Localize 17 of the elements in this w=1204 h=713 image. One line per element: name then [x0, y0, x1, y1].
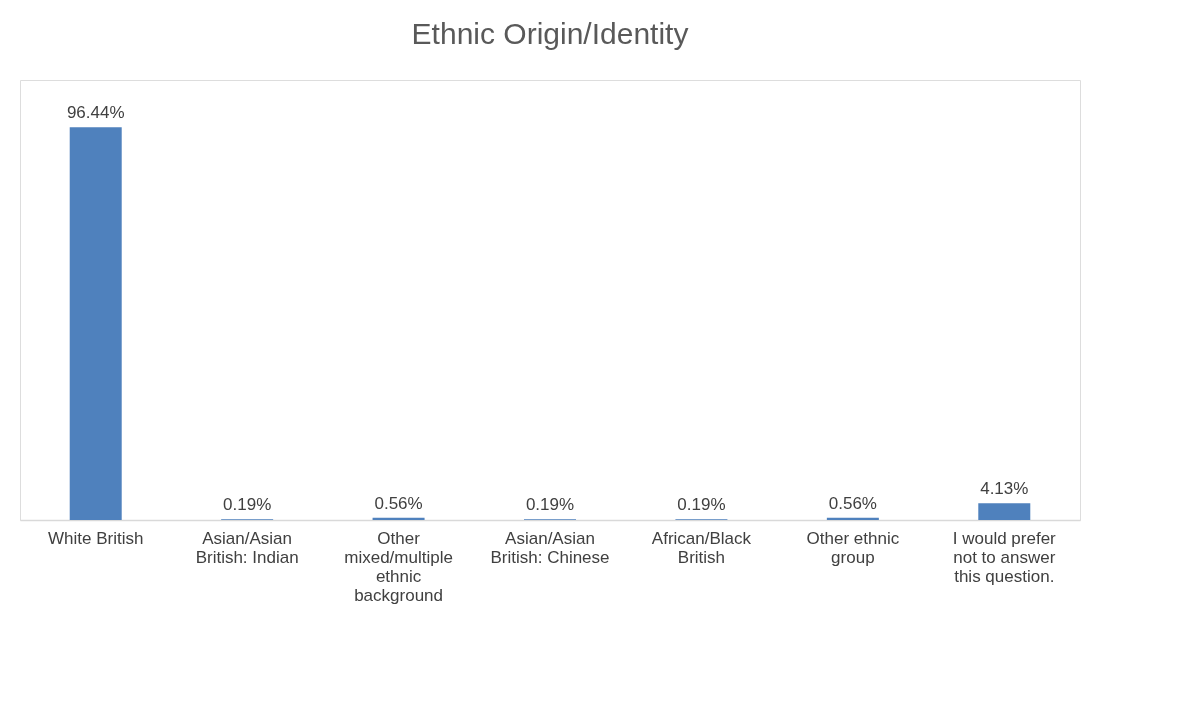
data-label: 96.44%	[66, 103, 125, 123]
data-label: 0.19%	[525, 495, 575, 515]
x-tick-label: African/Black British	[651, 528, 752, 567]
chart-title: Ethnic Origin/Identity	[411, 17, 689, 50]
x-tick-label: Asian/Asian British: Chinese	[490, 528, 610, 567]
data-label: 0.56%	[828, 493, 877, 513]
x-tick-label: White British	[48, 528, 144, 548]
data-label: 4.13%	[980, 479, 1029, 499]
data-label: 0.56%	[374, 493, 423, 513]
data-label: 0.19%	[223, 495, 272, 515]
x-tick-label: I would prefer not to answer this question.	[952, 528, 1057, 586]
data-label: 0.19%	[677, 495, 726, 515]
x-tick-label: Other mixed/multiple ethnic background	[344, 528, 453, 605]
x-tick-label: Other ethnic group	[806, 528, 900, 567]
bar	[69, 127, 122, 520]
bar	[978, 503, 1031, 520]
x-tick-label: Asian/Asian British: Indian	[195, 528, 299, 567]
